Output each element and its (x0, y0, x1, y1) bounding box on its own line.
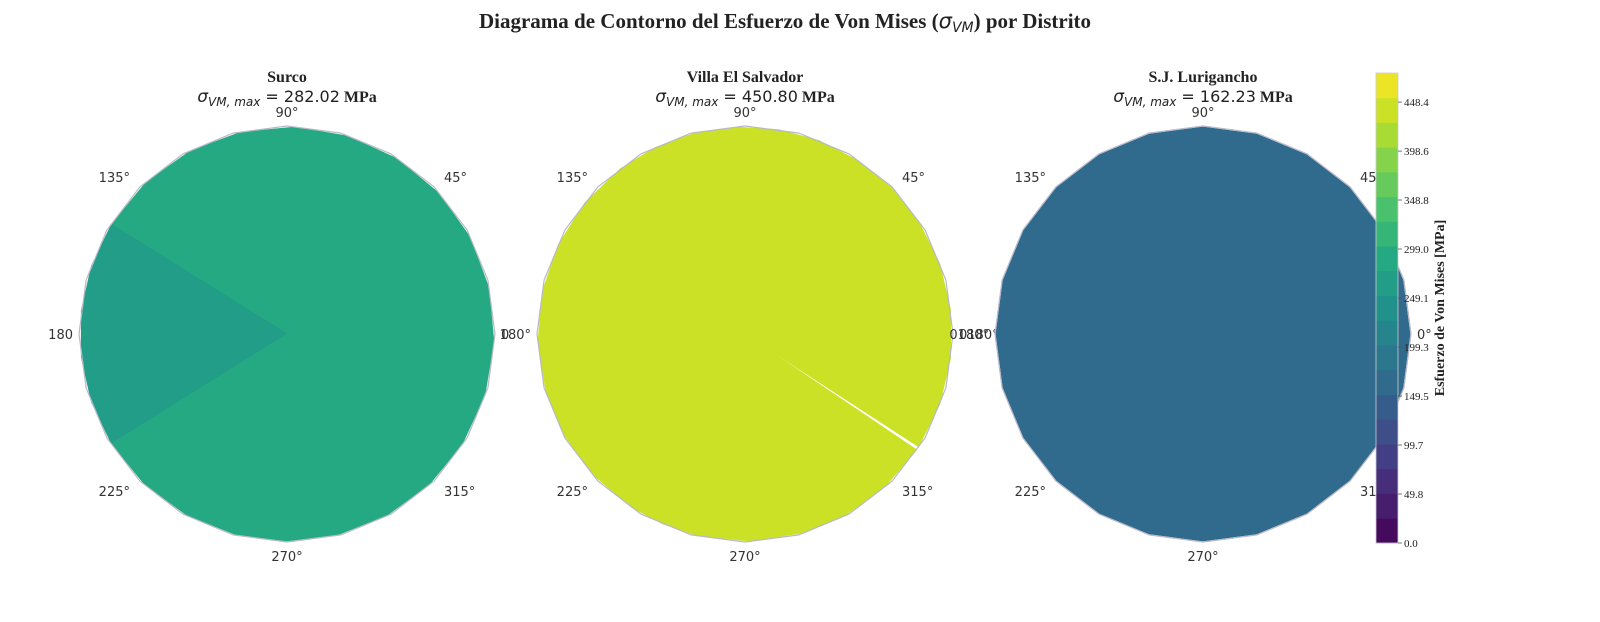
colorbar-tick-label: 299.0 (1404, 244, 1429, 256)
figure-title-suffix: ) por Distrito (974, 9, 1091, 33)
colorbar-tick-label: 348.8 (1404, 195, 1429, 207)
colorbar-level (1376, 270, 1398, 297)
panel-title: S.J. Lurigancho (1149, 69, 1258, 86)
polar-frame (78, 125, 496, 543)
colorbar-level (1376, 518, 1398, 544)
max-label-subscript: VM, max (1124, 95, 1177, 109)
panel-max-label: σVM, max = 450.80 MPa (655, 87, 835, 109)
colorbar-level (1376, 369, 1398, 395)
max-label-subscript: VM, max (666, 95, 719, 109)
angle-tick-label: 0180° (959, 328, 999, 343)
colorbar-label: Esfuerzo de Von Mises [MPa] (1433, 220, 1448, 397)
figure-title-symbol: σ (939, 9, 953, 33)
angle-tick-label: 0° (1417, 328, 1432, 343)
figure-title-subscript: VM (952, 20, 974, 36)
colorbar-level (1376, 345, 1398, 371)
polar-frame (994, 125, 1412, 543)
angle-tick-label: 270° (1187, 550, 1218, 565)
colorbar-tick-label: 249.1 (1404, 293, 1429, 305)
polar-frame (536, 125, 954, 543)
max-unit: MPa (340, 89, 377, 106)
max-label-symbol: σ (197, 87, 209, 107)
angle-tick-label: 180° (500, 328, 531, 343)
angle-tick-label: 135° (1015, 171, 1046, 186)
colorbar-tick-label: 99.7 (1404, 440, 1424, 452)
colorbar-level (1376, 295, 1398, 321)
colorbar-level (1376, 97, 1398, 123)
angle-tick-label: 270° (271, 550, 302, 565)
angle-tick-label: 180 (48, 328, 73, 343)
contour-sector (744, 333, 918, 534)
colorbar-level (1376, 221, 1398, 247)
max-label-symbol: σ (655, 87, 667, 107)
panel-title: Surco (267, 69, 307, 86)
colorbar-tick-label: 49.8 (1404, 489, 1424, 501)
colorbar: 0.0 49.8 99.7 149.5 199.3 249.1 299.0 348.8 398.… (1375, 72, 1448, 550)
contour-sector (80, 223, 288, 445)
colorbar-frame (1375, 72, 1399, 544)
max-label-subscript: VM, max (208, 95, 261, 109)
colorbar-level (1376, 73, 1398, 99)
colorbar-level (1376, 493, 1398, 519)
colorbar-level (1376, 394, 1398, 420)
colorbar-tick-label: 199.3 (1404, 342, 1429, 354)
colorbar-level (1376, 320, 1398, 346)
max-label-symbol: σ (1113, 87, 1125, 107)
angle-tick-label: 0180° (949, 328, 989, 343)
colorbar-level (1376, 171, 1398, 198)
colorbar-level (1376, 246, 1398, 272)
figure-title-prefix: Diagrama de Contorno del Esfuerzo de Von… (479, 9, 939, 33)
colorbar-tick-label: 448.4 (1404, 97, 1429, 109)
contour-sector (744, 220, 951, 448)
angle-tick-label: 0 (501, 328, 509, 343)
angle-tick-label: 225° (99, 485, 130, 500)
max-value: = 162.23 (1176, 87, 1256, 106)
angle-tick-label: 90° (275, 106, 298, 121)
angle-tick-label: 270° (729, 550, 760, 565)
max-value: = 450.80 (718, 87, 798, 106)
contour-sector (995, 126, 1411, 542)
max-unit: MPa (798, 89, 835, 106)
colorbar-tick-label: 149.5 (1404, 391, 1429, 403)
angle-tick-label: 45° (444, 171, 467, 186)
angle-tick-label: 315° (902, 485, 933, 500)
colorbar-level (1376, 444, 1398, 470)
angle-tick-label: 135° (99, 171, 130, 186)
max-value: = 282.02 (260, 87, 340, 106)
contour-sector (110, 333, 464, 542)
angle-tick-label: 45° (902, 171, 925, 186)
colorbar-level (1376, 147, 1398, 173)
angle-tick-label: 225° (557, 485, 588, 500)
angle-tick-label: 90° (1191, 106, 1214, 121)
panel-max-label: σVM, max = 162.23 MPa (1113, 87, 1293, 109)
figure-title: Diagrama de Contorno del Esfuerzo de Von… (479, 9, 1091, 36)
panel-max-label: σVM, max = 282.02 MPa (197, 87, 377, 109)
panel-title: Villa El Salvador (687, 69, 804, 86)
angle-tick-label: 90° (733, 106, 756, 121)
colorbar-level (1376, 196, 1398, 222)
max-unit: MPa (1256, 89, 1293, 106)
colorbar-level (1376, 419, 1398, 445)
colorbar-level (1376, 122, 1398, 148)
colorbar-tick-label: 398.6 (1404, 146, 1429, 158)
colorbar-tick-label: 0.0 (1404, 538, 1418, 550)
angle-tick-label: 135° (557, 171, 588, 186)
angle-tick-label: 225° (1015, 485, 1046, 500)
colorbar-level (1376, 468, 1398, 494)
angle-tick-label: 315° (444, 485, 475, 500)
